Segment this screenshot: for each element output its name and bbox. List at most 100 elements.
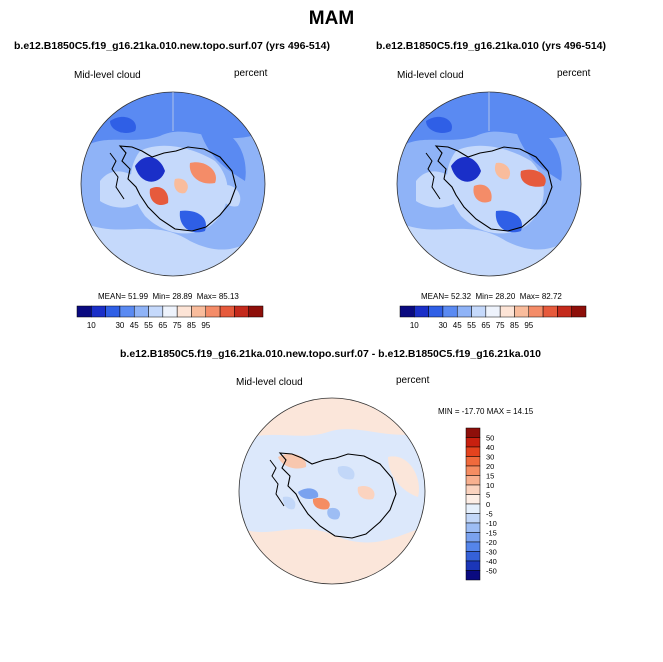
panel-1-colorbar-swatch — [105, 305, 121, 318]
panel-1-colorbar: 10 30 45 55 65 75 85 95 — [76, 305, 264, 330]
panel-2-colorbar-tick-label: 45 — [453, 321, 462, 330]
panel-2-colorbar-tick-label: 30 — [438, 321, 447, 330]
panel-1-colorbar-swatch — [91, 305, 106, 318]
panel-2-colorbar: 10 30 45 55 65 75 85 95 — [399, 305, 587, 330]
panel-3-title: b.e12.B1850C5.f19_g16.21ka.010.new.topo.… — [120, 348, 542, 360]
panel-1-mean-label: MEAN= — [98, 292, 126, 301]
panel-2-min-value: 28.20 — [495, 292, 516, 301]
panel-2-colorbar-tick-label: 75 — [496, 321, 505, 330]
panel-3-colorbar-tick-label: 15 — [486, 472, 494, 481]
panel-1-min-value: 28.89 — [172, 292, 193, 301]
panel-1-colorbar-tick-label: 85 — [187, 321, 196, 330]
panel-2-colorbar-tick-label: 65 — [481, 321, 490, 330]
panel-2-min-label: Min= — [475, 292, 494, 301]
panel-1-colorbar-tick-label: 45 — [130, 321, 139, 330]
panel-2-colorbar-swatch — [471, 305, 487, 318]
panel-1-title: b.e12.B1850C5.f19_g16.21ka.010.new.topo.… — [14, 40, 330, 52]
panel-1-colorbar-swatch — [148, 305, 164, 318]
panel-3-colorbar-tick-label: 5 — [486, 491, 490, 500]
panel-2-colorbar-swatch — [428, 305, 444, 318]
panel-2-colorbar-tick-label: 55 — [467, 321, 476, 330]
panel-1-max-value: 85.13 — [218, 292, 239, 301]
panel-2-variable-label: Mid-level cloud — [397, 70, 464, 81]
panel-3-colorbar-swatch — [465, 522, 481, 533]
panel-3-colorbar-tick-label: -5 — [486, 510, 493, 519]
panel-1-colorbar-swatch — [205, 305, 221, 318]
panel-1-colorbar-tick-label: 55 — [144, 321, 153, 330]
panel-3-colorbar-swatch — [465, 446, 481, 457]
panel-2-colorbar-swatch — [456, 305, 472, 318]
season-title: MAM — [308, 8, 355, 29]
panel-1-colorbar-swatch — [248, 305, 264, 318]
panel-2-colorbar-tick-label: 10 — [410, 321, 419, 330]
panel-1-colorbar-tick-label: 75 — [173, 321, 182, 330]
panel-3-colorbar-tick-label: 10 — [486, 481, 494, 490]
panel-1-colorbar-swatch — [76, 305, 92, 318]
panel-2-mean-value: 52.32 — [451, 292, 472, 301]
panel-3-colorbar-tick-label: -50 — [486, 567, 497, 576]
panel-3-colorbar-swatch — [465, 475, 481, 486]
panel-2-colorbar-tick-label: 95 — [524, 321, 533, 330]
panel-3-colorbar-tick-label: 50 — [486, 434, 494, 443]
panel-1-variable-label: Mid-level cloud — [74, 70, 141, 81]
panel-1-colorbar-swatch — [234, 305, 249, 318]
panel-2-colorbar-swatch — [499, 305, 515, 318]
panel-3-colorbar-tick-label: -30 — [486, 548, 497, 557]
panel-2-colorbar-swatch — [528, 305, 544, 318]
panel-1-stats: MEAN= 51.99 Min= 28.89 Max= 85.13 — [98, 292, 239, 301]
panel-1-colorbar-swatch — [176, 305, 192, 318]
panel-3-colorbar-swatch — [465, 541, 481, 552]
panel-3-colorbar-swatch — [465, 532, 481, 543]
panel-3-colorbar-tick-label: 40 — [486, 443, 494, 452]
panel-2-title: b.e12.B1850C5.f19_g16.21ka.010 (yrs 496-… — [376, 40, 606, 52]
panel-3-minmax: MIN = -17.70 MAX = 14.15 — [438, 407, 534, 416]
panel-3-units-label: percent — [396, 375, 430, 386]
panel-3-colorbar-tick-label: -10 — [486, 519, 497, 528]
panel-2-colorbar-swatch — [485, 305, 501, 318]
panel-2-max-value: 82.72 — [541, 292, 562, 301]
panel-3-colorbar-tick-label: -40 — [486, 557, 497, 566]
panel-1-mean-value: 51.99 — [128, 292, 149, 301]
panel-2-colorbar-swatch — [399, 305, 415, 318]
panel-2-colorbar-swatch — [557, 305, 572, 318]
panel-3-colorbar-swatch — [465, 465, 481, 476]
panel-3-colorbar-tick-label: 30 — [486, 453, 494, 462]
panel-1-max-label: Max= — [196, 292, 217, 301]
panel-3-colorbar-swatch — [465, 513, 481, 524]
panel-1-polar-map — [80, 91, 266, 277]
panel-1-colorbar-tick-label: 10 — [87, 321, 96, 330]
panel-1-min-label: Min= — [152, 292, 171, 301]
panel-3-colorbar-swatch — [465, 494, 481, 505]
panel-1-colorbar-swatch — [119, 305, 135, 318]
panel-1-colorbar-swatch — [162, 305, 178, 318]
panel-3-colorbar-swatch — [465, 503, 481, 514]
panel-1-units-label: percent — [234, 68, 268, 79]
panel-3-colorbar-swatch — [465, 437, 481, 448]
panel-2-colorbar-swatch — [442, 305, 458, 318]
panel-2-max-label: Max= — [519, 292, 540, 301]
panel-3-colorbar-tick-label: 20 — [486, 462, 494, 471]
panel-2-colorbar-swatch — [542, 305, 558, 318]
panel-2-colorbar-swatch — [414, 305, 429, 318]
panel-3-colorbar-swatch — [465, 551, 481, 562]
panel-2-colorbar-swatch — [514, 305, 530, 318]
panel-3-colorbar-tick-label: -15 — [486, 529, 497, 538]
panel-2-colorbar-tick-label: 85 — [510, 321, 519, 330]
panel-3-colorbar-swatch — [465, 427, 481, 438]
panel-2-colorbar-swatch — [571, 305, 587, 318]
panel-3-colorbar-swatch — [465, 570, 481, 581]
panel-3-colorbar-tick-label: -20 — [486, 538, 497, 547]
panel-3-variable-label: Mid-level cloud — [236, 377, 303, 388]
panel-1-colorbar-swatch — [219, 305, 235, 318]
panel-3-difference-map — [238, 397, 426, 585]
panel-3-colorbar-swatch — [465, 456, 481, 467]
panel-1-colorbar-tick-label: 95 — [201, 321, 210, 330]
panel-2-mean-label: MEAN= — [421, 292, 449, 301]
panel-1-colorbar-tick-label: 65 — [158, 321, 167, 330]
panel-1-colorbar-swatch — [191, 305, 207, 318]
panel-2-units-label: percent — [557, 68, 591, 79]
panel-1-colorbar-swatch — [133, 305, 149, 318]
panel-1-colorbar-tick-label: 30 — [115, 321, 124, 330]
panel-3-colorbar-swatch — [465, 560, 481, 571]
